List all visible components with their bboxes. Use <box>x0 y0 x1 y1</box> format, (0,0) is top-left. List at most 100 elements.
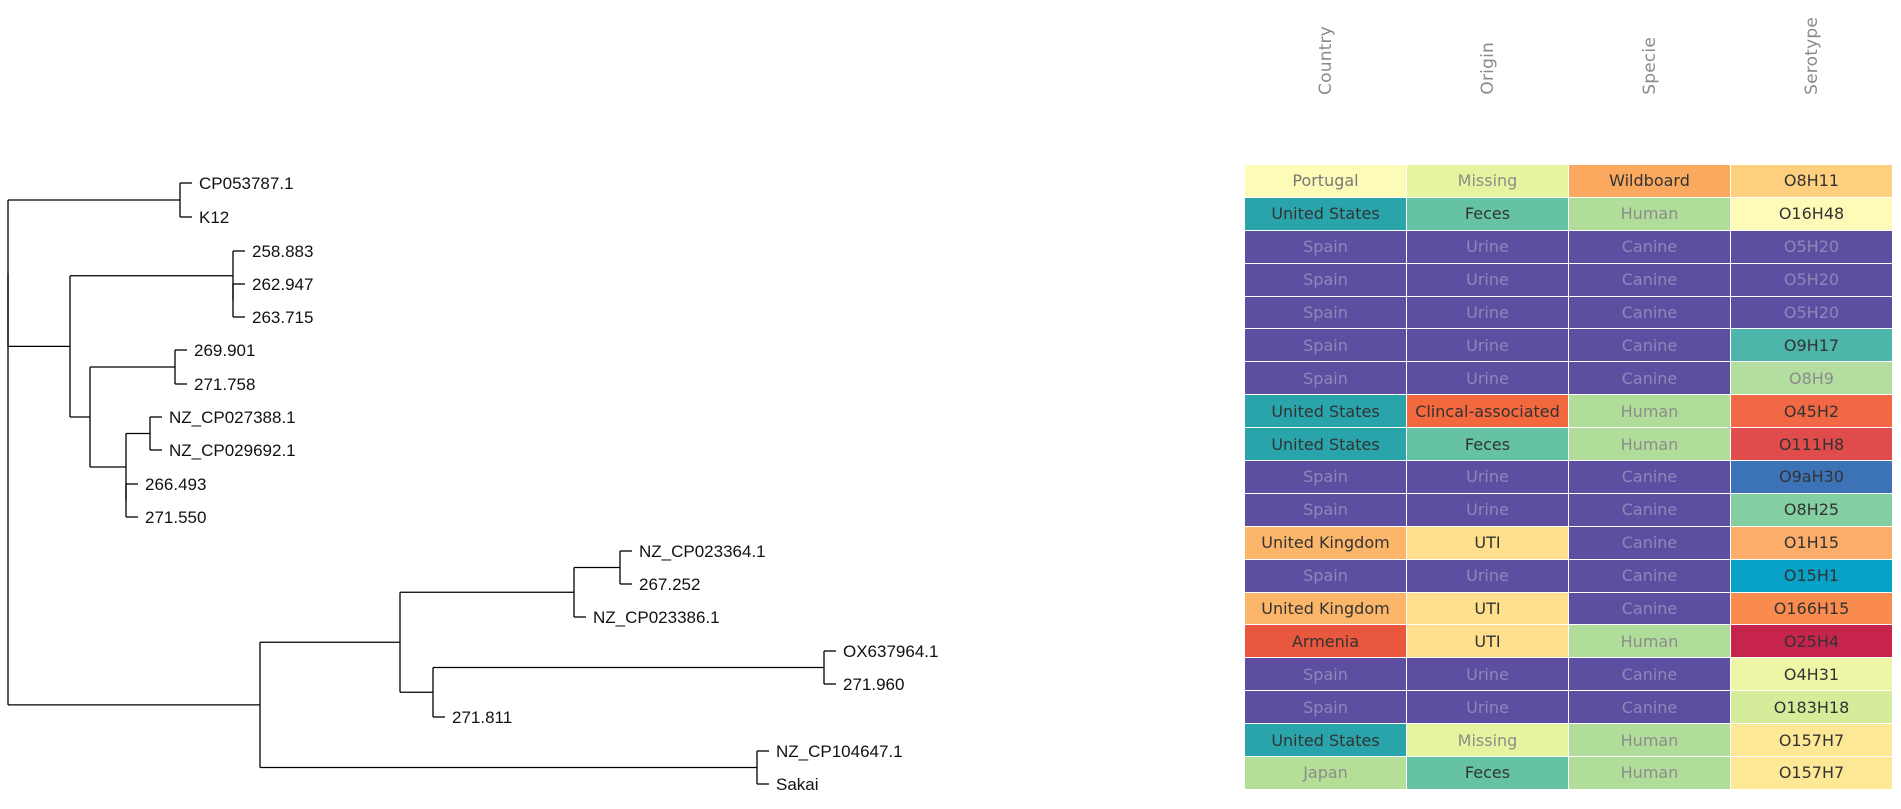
cell-country: United States <box>1245 395 1406 428</box>
tip-label: CP053787.1 <box>199 174 294 193</box>
column-header-serotype-label: Serotype <box>1801 17 1822 95</box>
cell-serotype-label: O5H20 <box>1783 303 1840 322</box>
column-header-country: Country <box>1245 0 1406 95</box>
cell-serotype: O5H20 <box>1731 230 1892 263</box>
cell-country: United Kingdom <box>1245 526 1406 559</box>
cell-origin-label: Feces <box>1464 434 1511 454</box>
cell-country-label: Spain <box>1303 697 1348 717</box>
cell-serotype-label: O8H25 <box>1783 500 1840 520</box>
cell-specie-label: Canine <box>1621 303 1678 322</box>
cell-country: Spain <box>1245 691 1406 724</box>
cell-specie-label: Canine <box>1621 533 1678 553</box>
cell-specie-label: Human <box>1620 631 1679 651</box>
cell-origin: Urine <box>1407 296 1568 329</box>
tip-label: Sakai <box>776 775 819 794</box>
cell-specie-label: Canine <box>1621 368 1678 388</box>
cell-specie-label: Human <box>1620 730 1679 750</box>
cell-serotype-label: O166H15 <box>1773 599 1850 619</box>
cell-specie: Canine <box>1569 461 1730 493</box>
cell-country-label: Spain <box>1303 664 1348 684</box>
cell-specie-label: Human <box>1620 434 1679 454</box>
cell-origin: Missing <box>1407 724 1568 757</box>
cell-country-label: Spain <box>1303 237 1348 257</box>
cell-specie-label: Wildboard <box>1609 171 1690 191</box>
cell-serotype-label: O9aH30 <box>1779 467 1844 487</box>
cell-origin: Urine <box>1407 658 1568 691</box>
cell-serotype: O183H18 <box>1731 691 1892 724</box>
cell-serotype: O8H25 <box>1731 493 1892 526</box>
cell-specie: Canine <box>1569 526 1730 559</box>
tip-label: 271.758 <box>194 375 255 394</box>
cell-country: Portugal <box>1245 165 1406 197</box>
cell-country-label: Spain <box>1303 368 1348 388</box>
cell-origin: Feces <box>1407 197 1568 230</box>
metadata-heatmap: Portugal Missing Wildboard O8H11 United Stat… <box>1245 165 1892 789</box>
cell-specie-label: Human <box>1620 401 1679 421</box>
cell-serotype-label: O157H7 <box>1778 730 1845 750</box>
cell-specie-label: Canine <box>1621 697 1678 717</box>
cell-serotype-label: O5H20 <box>1783 237 1840 257</box>
tip-label: NZ_CP023386.1 <box>593 608 720 627</box>
cell-specie: Canine <box>1569 296 1730 329</box>
cell-country: Spain <box>1245 230 1406 263</box>
cell-country: Spain <box>1245 658 1406 691</box>
cell-serotype: O157H7 <box>1731 757 1892 789</box>
cell-specie-label: Canine <box>1621 664 1678 684</box>
tip-label: NZ_CP023364.1 <box>639 542 766 561</box>
tip-label: NZ_CP029692.1 <box>169 441 296 460</box>
tip-label: 271.550 <box>145 508 206 527</box>
cell-country-label: Spain <box>1303 303 1348 322</box>
cell-country-label: Spain <box>1303 566 1348 586</box>
cell-origin-label: Urine <box>1466 270 1509 290</box>
cell-specie: Human <box>1569 395 1730 428</box>
tip-label: K12 <box>199 208 229 227</box>
cell-serotype: O4H31 <box>1731 658 1892 691</box>
cell-country: Spain <box>1245 493 1406 526</box>
cell-country-label: United States <box>1271 401 1380 421</box>
cell-country: Armenia <box>1245 625 1406 658</box>
cell-serotype: O166H15 <box>1731 592 1892 625</box>
cell-specie: Wildboard <box>1569 165 1730 197</box>
cell-serotype-label: O9H17 <box>1783 335 1840 355</box>
cell-origin-label: Urine <box>1466 467 1509 487</box>
cell-country: Spain <box>1245 296 1406 329</box>
cell-specie-label: Canine <box>1621 270 1678 290</box>
cell-serotype: O157H7 <box>1731 724 1892 757</box>
cell-specie: Canine <box>1569 592 1730 625</box>
cell-origin-label: Urine <box>1466 303 1509 322</box>
cell-origin-label: UTI <box>1474 631 1501 651</box>
cell-country: Spain <box>1245 263 1406 296</box>
cell-serotype: O16H48 <box>1731 197 1892 230</box>
cell-origin: UTI <box>1407 526 1568 559</box>
tip-label: 262.947 <box>252 275 313 294</box>
cell-serotype-label: O8H9 <box>1789 368 1834 388</box>
cell-serotype: O9H17 <box>1731 329 1892 362</box>
cell-country-label: Armenia <box>1291 631 1360 651</box>
cell-specie: Canine <box>1569 493 1730 526</box>
cell-serotype: O111H8 <box>1731 428 1892 461</box>
cell-origin: Feces <box>1407 428 1568 461</box>
cell-serotype-label: O157H7 <box>1778 763 1845 783</box>
cell-serotype: O1H15 <box>1731 526 1892 559</box>
cell-country-label: United Kingdom <box>1261 599 1390 619</box>
cell-origin-label: Urine <box>1466 368 1509 388</box>
cell-country: United States <box>1245 724 1406 757</box>
column-header-origin-label: Origin <box>1477 42 1498 95</box>
cell-serotype: O8H11 <box>1731 165 1892 197</box>
cell-specie: Canine <box>1569 362 1730 395</box>
tip-label: 271.811 <box>452 708 512 727</box>
cell-serotype-label: O111H8 <box>1778 434 1845 454</box>
cell-specie-label: Canine <box>1621 237 1678 257</box>
column-header-specie: Specie <box>1569 0 1730 95</box>
cell-origin: Urine <box>1407 691 1568 724</box>
column-header-specie-label: Specie <box>1639 37 1660 95</box>
cell-country: Spain <box>1245 329 1406 362</box>
cell-specie: Human <box>1569 757 1730 789</box>
cell-origin: Urine <box>1407 493 1568 526</box>
cell-origin-label: Urine <box>1466 335 1509 355</box>
tip-label: 267.252 <box>639 575 700 594</box>
cell-origin: UTI <box>1407 592 1568 625</box>
cell-country: Spain <box>1245 461 1406 493</box>
cell-origin: Clincal-associated <box>1407 395 1568 428</box>
cell-specie-label: Canine <box>1621 335 1678 355</box>
